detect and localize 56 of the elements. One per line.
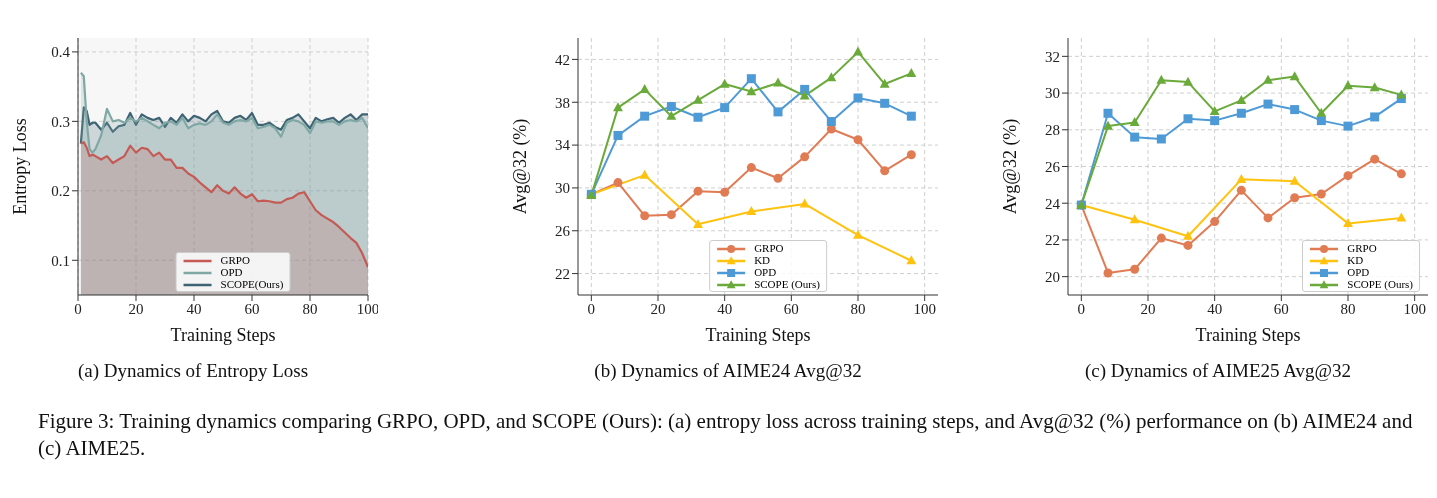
x-axis-title: Training Steps (170, 325, 276, 345)
x-tick-label: 0 (74, 300, 82, 317)
x-tick-label: 100 (913, 300, 936, 317)
y-tick-label: 24 (1045, 195, 1061, 212)
x-tick-label: 100 (1403, 300, 1426, 317)
y-tick-label: 30 (1045, 85, 1060, 102)
y-axis-title: Avg@32 (%) (510, 118, 532, 215)
legend-label: SCOPE (Ours) (1347, 278, 1413, 290)
x-tick-label: 40 (1207, 300, 1223, 317)
y-tick-label: 26 (555, 223, 571, 240)
x-tick-label: 40 (717, 300, 733, 317)
y-tick-label: 28 (1045, 122, 1060, 139)
x-tick-label: 60 (244, 300, 260, 317)
y-tick-label: 0.3 (51, 113, 70, 130)
x-axis-title: Training Steps (705, 325, 811, 345)
legend-label: SCOPE (Ours) (754, 278, 820, 290)
x-tick-label: 0 (587, 300, 596, 317)
text: (a) Dynamics of Entropy Loss (76, 360, 310, 382)
x-tick-label: 60 (783, 300, 799, 317)
y-tick-label: 0.1 (51, 252, 70, 269)
x-axis-title: Training Steps (1195, 325, 1301, 345)
legend-label: GRPO (754, 242, 784, 254)
y-tick-label: 30 (555, 180, 570, 197)
legend-label: OPD (754, 266, 777, 278)
legend-label: KD (1347, 254, 1364, 266)
legend-label: SCOPE(Ours) (220, 278, 284, 290)
y-tick-label: 26 (1045, 158, 1061, 175)
x-tick-label: 100 (356, 300, 380, 317)
legend-label: GRPO (1347, 242, 1377, 254)
y-tick-label: 34 (555, 137, 571, 154)
x-tick-label: 60 (1273, 300, 1289, 317)
x-tick-label: 20 (1140, 300, 1156, 317)
text: (b) Dynamics of AIME24 Avg@32 (593, 360, 863, 382)
x-tick-label: 20 (128, 300, 144, 317)
y-axis-title: Avg@32 (%) (1000, 118, 1022, 215)
y-tick-label: 22 (555, 265, 570, 282)
legend-label: OPD (220, 266, 243, 278)
y-axis-title: Entropy Loss (10, 118, 31, 215)
y-tick-label: 32 (1045, 48, 1060, 65)
y-tick-label: 42 (555, 51, 570, 68)
x-tick-label: 80 (1340, 300, 1356, 317)
y-tick-label: 22 (1045, 232, 1060, 249)
x-tick-label: 0 (1077, 300, 1086, 317)
legend-label: GRPO (220, 254, 250, 266)
x-tick-label: 40 (186, 300, 202, 317)
y-tick-label: 0.4 (51, 44, 71, 61)
legend-label: KD (754, 254, 771, 266)
y-tick-label: 0.2 (51, 183, 70, 200)
legend-label: OPD (1347, 266, 1370, 278)
y-tick-label: 20 (1045, 268, 1060, 285)
x-tick-label: 80 (302, 300, 318, 317)
y-tick-label: 38 (555, 94, 570, 111)
text: (c) Dynamics of AIME25 Avg@32 (1083, 360, 1353, 382)
x-tick-label: 20 (650, 300, 666, 317)
caption: Figure 3: Training dynamics comparing GRPO, OPD, and SCOPE (Ours): (a) entropy loss across training steps, and Avg@32 (%) performance on (b) AIME24 and (c) AIME25. (38, 408, 1414, 462)
x-tick-label: 80 (850, 300, 866, 317)
